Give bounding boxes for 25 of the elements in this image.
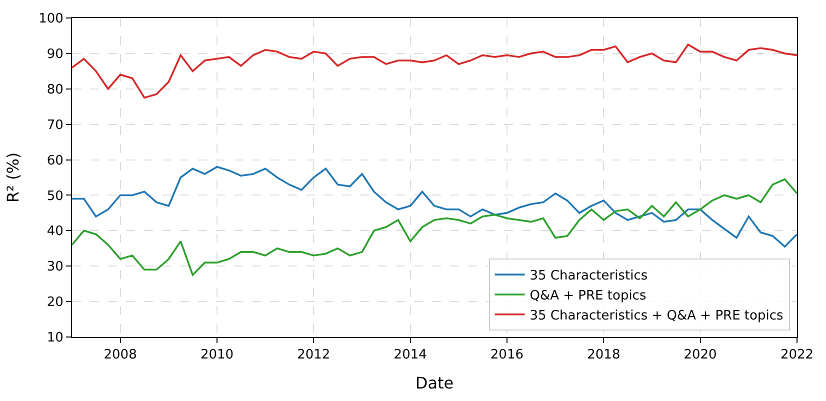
- y-tick-label: 70: [46, 118, 64, 133]
- x-tick-label: 2010: [200, 348, 234, 363]
- y-tick-label: 20: [46, 295, 64, 310]
- legend-label: 35 Characteristics: [530, 268, 648, 284]
- y-axis-title: R² (%): [3, 152, 22, 203]
- x-tick-label: 2018: [587, 348, 620, 363]
- line-series: [72, 44, 797, 99]
- y-tick-label: 60: [46, 153, 64, 168]
- y-tick-label: 50: [46, 188, 64, 204]
- legend-label: Q&A + PRE topics: [530, 288, 646, 304]
- x-tick-label: 2020: [684, 348, 717, 363]
- x-tick-label: 2012: [297, 348, 330, 363]
- legend-label: 35 Characteristics + Q&A + PRE topics: [530, 308, 784, 324]
- y-tick-label: 30: [46, 260, 64, 275]
- y-tick-label: 40: [46, 224, 64, 240]
- line-series: [72, 166, 797, 248]
- y-tick-label: 10: [46, 330, 64, 346]
- x-tick-label: 2014: [394, 348, 427, 363]
- x-axis-title: Date: [415, 373, 454, 392]
- x-tick-label: 2022: [780, 348, 814, 363]
- y-tick-label: 80: [46, 82, 64, 98]
- y-tick-label: 90: [46, 46, 64, 62]
- y-tick-label: 100: [38, 12, 64, 27]
- x-tick-label: 2008: [104, 348, 137, 363]
- x-tick-label: 2016: [490, 348, 524, 363]
